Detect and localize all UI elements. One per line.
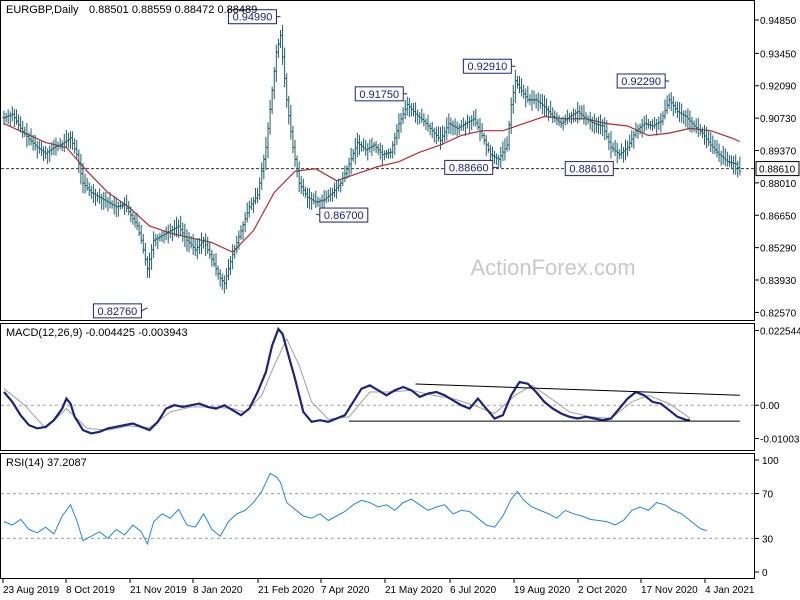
x-tick-label: 6 Jul 2020 <box>450 585 497 596</box>
annotation-box <box>92 303 142 319</box>
annotation-label: 0.88660 <box>449 162 489 174</box>
x-tick-label: 4 Jan 2021 <box>705 585 755 596</box>
annotation-leader <box>141 307 148 312</box>
symbol-label: EURGBP,Daily <box>6 4 79 16</box>
rsi-tick-label: 30 <box>762 534 774 545</box>
annotation-box <box>227 9 277 25</box>
x-tick-label: 23 Aug 2019 <box>3 585 60 596</box>
x-axis: 23 Aug 2019 8 Oct 2019 21 Nov 2019 8 Jan 20… <box>2 579 755 596</box>
macd-main-line <box>3 326 691 435</box>
price-tick-label: 0.93450 <box>760 49 797 60</box>
macd-trendline <box>415 383 740 396</box>
x-tick-label: 21 Nov 2019 <box>130 585 187 596</box>
rsi-grid: 100 70 30 0 <box>1 456 779 579</box>
annotation-box <box>564 161 614 177</box>
current-price-label: 0.88610 <box>759 165 796 176</box>
price-tick-label: 0.86650 <box>760 211 797 222</box>
annotation-label: 0.86700 <box>324 210 364 222</box>
x-tick-label: 21 Feb 2020 <box>258 585 315 596</box>
x-tick-label: 21 May 2020 <box>385 585 443 596</box>
macd-tick-label: -0.010039 <box>760 435 800 446</box>
price-tick-label: 0.85290 <box>760 244 797 255</box>
annotation-label: 0.91750 <box>359 89 399 101</box>
annotation-box <box>462 58 512 74</box>
price-tick-label: 0.89370 <box>760 147 797 158</box>
price-tick-label: 0.90730 <box>760 114 797 125</box>
rsi-title: RSI(14) 37.2087 <box>6 457 87 469</box>
rsi-lines <box>3 472 707 546</box>
rsi-tick-label: 0 <box>762 568 768 579</box>
x-tick-label: 19 Aug 2020 <box>514 585 571 596</box>
rsi-line <box>3 472 707 546</box>
annotation-box <box>616 73 666 89</box>
annotation-label: 0.82760 <box>98 306 138 318</box>
ohlc-values: 0.88501 0.88559 0.88472 0.88489 <box>89 4 257 16</box>
annotation-label: 0.92910 <box>467 61 507 73</box>
rsi-tick-label: 100 <box>762 456 779 467</box>
current-price-box <box>755 161 800 177</box>
rsi-tick-label: 70 <box>762 490 774 501</box>
macd-title: MACD(12,26,9) -0.004425 -0.003943 <box>6 327 188 339</box>
macd-signal-line <box>3 337 691 431</box>
annotation-leader <box>315 213 320 216</box>
price-bars <box>2 24 742 294</box>
macd-tick-label: 0.022544 <box>760 326 800 337</box>
watermark: ActionForex.com <box>470 255 635 280</box>
annotation-label: 0.94990 <box>233 12 273 24</box>
macd-tick-label: 0.00 <box>760 401 780 412</box>
annotation-box <box>319 207 369 223</box>
price-tick-label: 0.92090 <box>760 82 797 93</box>
macd-grid: 0.022544 0.00 -0.010039 <box>1 326 800 446</box>
price-panel <box>0 0 755 321</box>
rsi-panel <box>0 453 755 579</box>
annotation-label: 0.88610 <box>569 164 609 176</box>
x-tick-label: 7 Apr 2020 <box>321 585 370 596</box>
x-tick-label: 2 Oct 2020 <box>578 585 627 596</box>
price-tick-label: 0.94850 <box>760 16 797 27</box>
price-tick-label: 0.88010 <box>760 179 797 190</box>
price-tick-label: 0.83930 <box>760 276 797 287</box>
macd-panel <box>0 323 755 451</box>
price-tick-label: 0.82570 <box>760 308 797 319</box>
annotation-box <box>354 86 404 102</box>
x-tick-label: 17 Nov 2020 <box>641 585 698 596</box>
macd-lines <box>3 326 740 435</box>
x-tick-label: 8 Oct 2019 <box>66 585 115 596</box>
x-tick-label: 8 Jan 2020 <box>193 585 243 596</box>
annotation-box <box>444 159 494 175</box>
price-grid: 0.94850 0.93450 0.92090 0.90730 0.89370 0.880… <box>1 16 800 319</box>
price-annotations: 0.94990 0.82760 0.91750 0.86700 0.92910 0.886… <box>92 9 670 319</box>
annotation-label: 0.92290 <box>621 76 661 88</box>
